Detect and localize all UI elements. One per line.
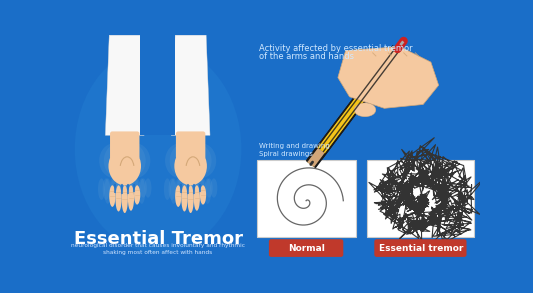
Ellipse shape <box>182 143 212 178</box>
Text: Activity affected by essential tremor: Activity affected by essential tremor <box>259 45 413 53</box>
Ellipse shape <box>117 178 124 204</box>
Ellipse shape <box>168 178 175 200</box>
Ellipse shape <box>193 178 200 198</box>
Ellipse shape <box>188 185 193 213</box>
Ellipse shape <box>138 178 146 204</box>
Text: Essential tremor: Essential tremor <box>378 244 463 253</box>
Ellipse shape <box>144 178 151 198</box>
Ellipse shape <box>169 143 199 178</box>
Ellipse shape <box>211 178 217 198</box>
Ellipse shape <box>193 178 200 205</box>
Polygon shape <box>106 35 144 135</box>
Ellipse shape <box>181 178 188 205</box>
Ellipse shape <box>109 178 116 204</box>
FancyBboxPatch shape <box>256 160 356 237</box>
Ellipse shape <box>127 178 134 205</box>
FancyBboxPatch shape <box>269 239 343 257</box>
Ellipse shape <box>187 178 194 204</box>
Ellipse shape <box>181 178 188 200</box>
Ellipse shape <box>164 178 171 200</box>
Ellipse shape <box>204 178 211 204</box>
Ellipse shape <box>181 185 188 212</box>
Ellipse shape <box>122 185 128 213</box>
Ellipse shape <box>354 103 376 117</box>
Ellipse shape <box>187 143 216 178</box>
Ellipse shape <box>170 178 177 204</box>
Ellipse shape <box>165 143 195 178</box>
Ellipse shape <box>187 178 194 204</box>
Text: Spiral drawings: Spiral drawings <box>259 151 313 157</box>
Ellipse shape <box>104 178 111 204</box>
Ellipse shape <box>75 45 241 253</box>
Ellipse shape <box>128 185 134 211</box>
Ellipse shape <box>140 178 147 198</box>
Ellipse shape <box>116 143 146 178</box>
Text: Normal: Normal <box>288 244 325 253</box>
Ellipse shape <box>198 178 205 205</box>
Ellipse shape <box>199 178 206 204</box>
Ellipse shape <box>104 143 133 178</box>
Ellipse shape <box>192 178 199 204</box>
Ellipse shape <box>123 178 130 198</box>
Polygon shape <box>338 47 439 108</box>
Text: neurological disorder that causes involuntary and rhythmic
shaking most often af: neurological disorder that causes involu… <box>71 243 245 255</box>
Ellipse shape <box>127 178 134 198</box>
Text: of the arms and hands: of the arms and hands <box>259 52 354 61</box>
Text: Writing and drawing: Writing and drawing <box>259 143 329 149</box>
Ellipse shape <box>182 178 189 204</box>
FancyBboxPatch shape <box>374 239 466 257</box>
Ellipse shape <box>134 185 140 205</box>
Ellipse shape <box>120 178 127 200</box>
Ellipse shape <box>175 185 181 207</box>
Ellipse shape <box>185 178 192 200</box>
Ellipse shape <box>116 185 122 212</box>
Ellipse shape <box>122 178 128 204</box>
Ellipse shape <box>206 178 213 198</box>
Ellipse shape <box>121 143 150 178</box>
Ellipse shape <box>189 178 196 198</box>
Ellipse shape <box>176 178 183 205</box>
Ellipse shape <box>122 178 128 204</box>
Ellipse shape <box>200 185 206 205</box>
Ellipse shape <box>126 178 133 204</box>
Ellipse shape <box>98 178 105 200</box>
Ellipse shape <box>132 178 139 205</box>
Ellipse shape <box>193 185 200 211</box>
Ellipse shape <box>174 147 207 185</box>
Text: Essential Tremor: Essential Tremor <box>74 230 243 248</box>
FancyBboxPatch shape <box>110 131 140 159</box>
FancyBboxPatch shape <box>367 160 473 237</box>
FancyBboxPatch shape <box>176 131 205 159</box>
Ellipse shape <box>109 185 116 207</box>
Ellipse shape <box>115 178 122 205</box>
Polygon shape <box>171 35 210 135</box>
Ellipse shape <box>103 178 110 200</box>
Ellipse shape <box>115 178 122 200</box>
Ellipse shape <box>110 178 117 205</box>
Ellipse shape <box>134 178 141 204</box>
Ellipse shape <box>109 147 141 185</box>
FancyBboxPatch shape <box>140 35 175 135</box>
Ellipse shape <box>99 143 128 178</box>
Ellipse shape <box>175 178 182 204</box>
